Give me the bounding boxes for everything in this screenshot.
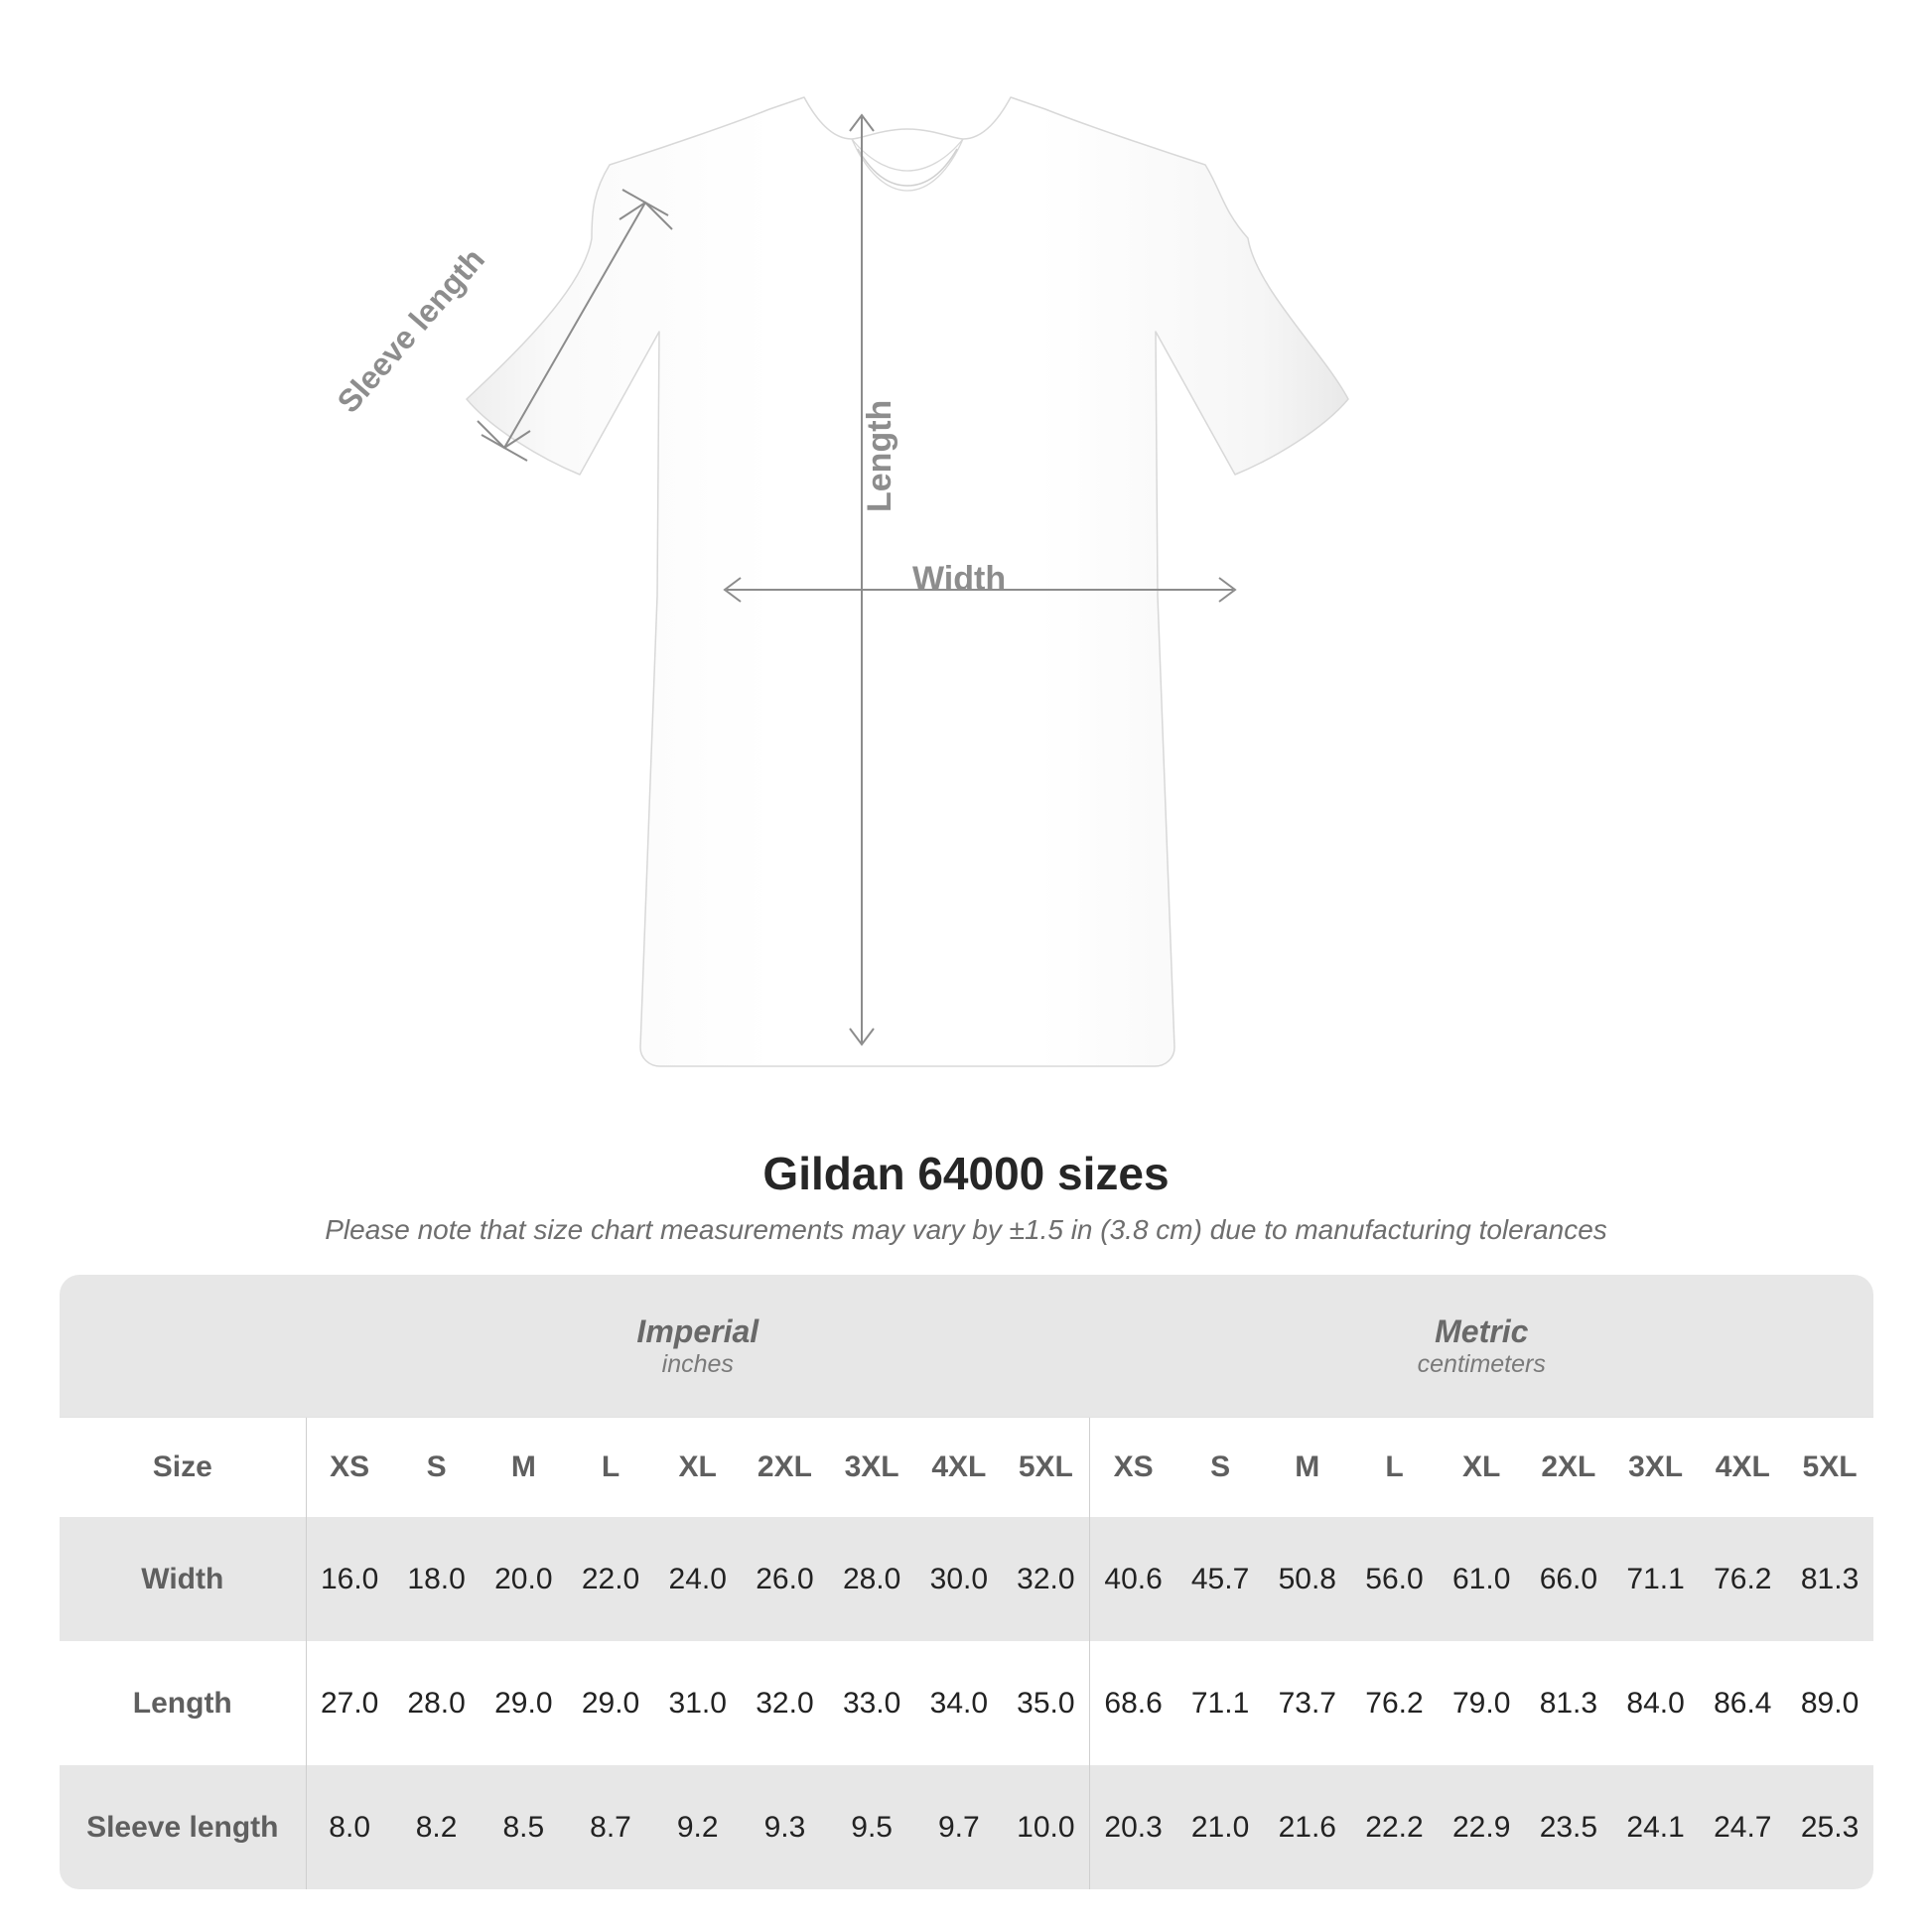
svg-text:Width: Width <box>912 560 1006 598</box>
svg-text:Sleeve length: Sleeve length <box>330 241 491 419</box>
svg-text:Length: Length <box>861 400 898 512</box>
